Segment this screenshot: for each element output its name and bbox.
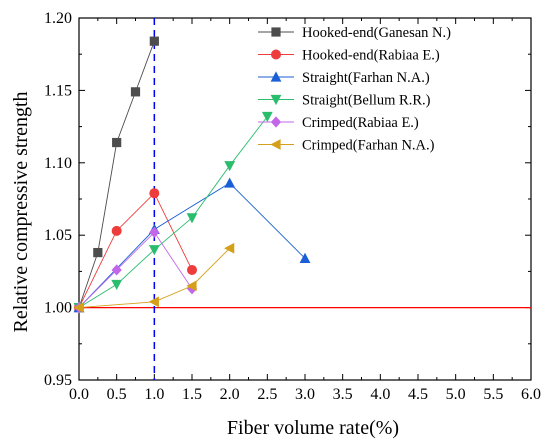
series-5 (73, 242, 235, 313)
data-point (149, 188, 160, 199)
legend-label: Hooked-end(Ganesan N.) (302, 25, 451, 41)
legend-marker (270, 71, 282, 82)
data-point (186, 213, 198, 224)
data-point (186, 280, 197, 292)
data-point (149, 36, 159, 46)
data-point (112, 137, 122, 148)
legend-label: Straight(Bellum R.R.) (302, 93, 431, 109)
legend-marker (270, 94, 282, 106)
legend-marker (271, 27, 281, 37)
data-point (111, 264, 122, 276)
legend-item: Hooked-end(Ganesan N.) (258, 25, 451, 41)
legend-marker (270, 139, 281, 150)
series-line (78, 247, 230, 309)
data-point (187, 264, 197, 275)
data-point (299, 252, 311, 263)
legend-item: Straight(Farhan N.A.) (258, 70, 430, 86)
legend-item: Straight(Bellum R.R.) (258, 93, 431, 109)
x-tick-label: 0.5 (107, 386, 127, 403)
x-tick-label: 6.0 (521, 386, 541, 403)
legend-item: Hooked-end(Rabiaa E.) (258, 48, 440, 64)
y-tick-label: 0.95 (44, 372, 72, 389)
data-point (149, 226, 160, 238)
x-tick-label: 4.0 (370, 386, 390, 403)
data-point (111, 225, 122, 236)
data-point (130, 87, 141, 97)
x-tick-label: 2.0 (220, 386, 240, 403)
series-4 (73, 226, 198, 314)
data-point (224, 161, 236, 172)
y-tick-label: 1.05 (44, 227, 72, 244)
x-tick-label: 3.0 (295, 386, 315, 403)
x-axis-label: Fiber volume rate(%) (227, 417, 399, 439)
x-tick-label: 3.5 (333, 386, 353, 403)
x-tick-label: 5.5 (483, 386, 503, 403)
x-tick-label: 2.5 (257, 386, 277, 403)
data-point (224, 177, 236, 188)
data-point (73, 302, 84, 313)
series-line (78, 231, 193, 308)
data-point (261, 111, 273, 123)
legend-label: Crimped(Farhan N.A.) (302, 138, 435, 154)
legend-marker (271, 49, 281, 60)
data-point (224, 242, 235, 254)
data-point (148, 245, 160, 256)
series-line (78, 116, 268, 308)
legend-label: Crimped(Rabiaa E.) (302, 115, 419, 131)
data-point (93, 247, 103, 258)
y-tick-label: 1.10 (44, 155, 72, 172)
x-tick-label: 1.0 (144, 386, 164, 403)
x-tick-label: 5.0 (446, 386, 466, 403)
y-tick-label: 1.00 (44, 300, 72, 317)
y-axis-label: Relative compressive strength (10, 91, 32, 332)
legend-label: Straight(Farhan N.A.) (302, 70, 430, 86)
x-tick-label: 4.5 (408, 386, 428, 403)
data-point (148, 296, 159, 308)
legend-label: Hooked-end(Rabiaa E.) (302, 48, 440, 64)
data-point (111, 279, 123, 291)
legend-marker (270, 116, 282, 128)
x-tick-label: 1.5 (182, 386, 202, 403)
series-line (78, 192, 193, 308)
x-tick-label: 0.0 (69, 386, 89, 403)
legend-item: Crimped(Farhan N.A.) (258, 138, 435, 154)
legend-item: Crimped(Rabiaa E.) (258, 115, 419, 131)
y-tick-label: 1.20 (44, 10, 72, 27)
y-tick-label: 1.15 (44, 82, 72, 99)
